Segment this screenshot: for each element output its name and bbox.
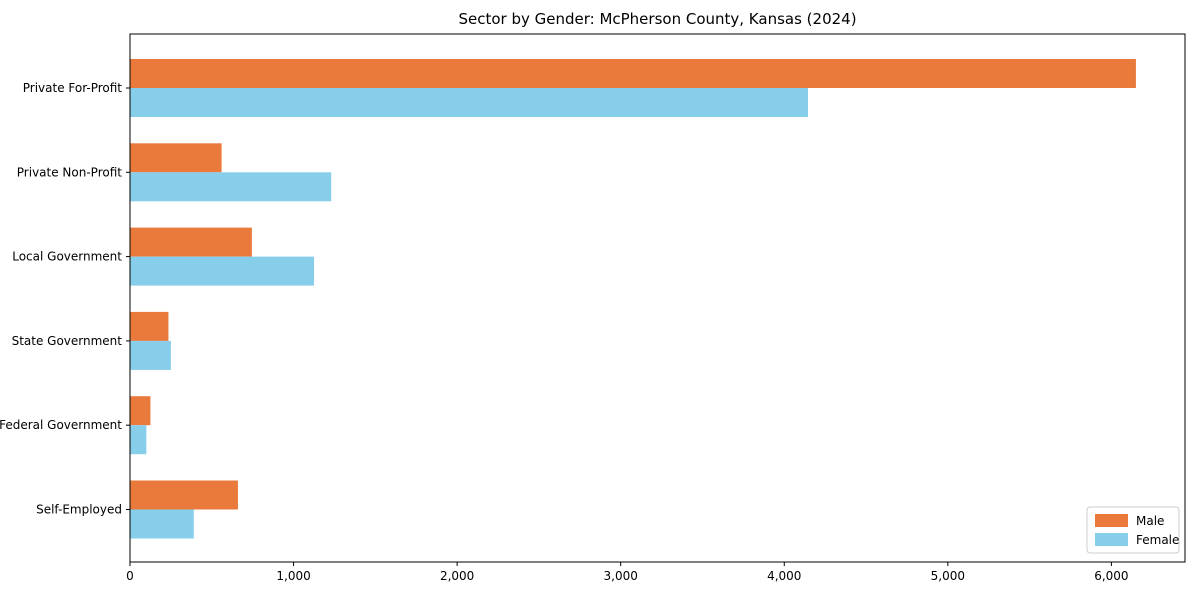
x-tick-label-5000: 5,000 <box>931 569 965 583</box>
y-label-federal-government: Federal Government <box>0 418 122 432</box>
y-label-private-non-profit: Private Non-Profit <box>17 165 123 179</box>
bar-male-private-non-profit <box>130 143 222 173</box>
y-label-state-government: State Government <box>12 334 123 348</box>
legend-label-female: Female <box>1136 533 1179 547</box>
bar-female-private-non-profit <box>130 172 332 202</box>
legend-swatch-male <box>1095 514 1128 527</box>
plot-border <box>129 33 1186 563</box>
y-label-private-for-profit: Private For-Profit <box>23 81 123 95</box>
chart-title: Sector by Gender: McPherson County, Kans… <box>458 10 857 28</box>
bar-female-local-government <box>130 256 315 286</box>
x-tick-label-2000: 2,000 <box>440 569 474 583</box>
x-tick-label-3000: 3,000 <box>604 569 638 583</box>
x-tick-label-0: 0 <box>126 569 134 583</box>
bar-male-federal-government <box>130 396 151 426</box>
y-label-self-employed: Self-Employed <box>36 503 122 517</box>
x-tick-label-6000: 6,000 <box>1094 569 1128 583</box>
bar-male-local-government <box>130 227 252 257</box>
y-label-local-government: Local Government <box>12 250 122 264</box>
x-tick-label-1000: 1,000 <box>276 569 310 583</box>
legend-label-male: Male <box>1136 514 1164 528</box>
bar-female-private-for-profit <box>130 88 808 117</box>
bar-female-federal-government <box>130 425 147 455</box>
bar-female-state-government <box>130 340 171 370</box>
bar-male-self-employed <box>130 480 238 510</box>
legend-swatch-female <box>1095 533 1128 546</box>
x-tick-label-4000: 4,000 <box>767 569 801 583</box>
bar-female-self-employed <box>130 509 194 539</box>
bar-male-private-for-profit <box>130 59 1136 88</box>
bar-male-state-government <box>130 311 169 341</box>
